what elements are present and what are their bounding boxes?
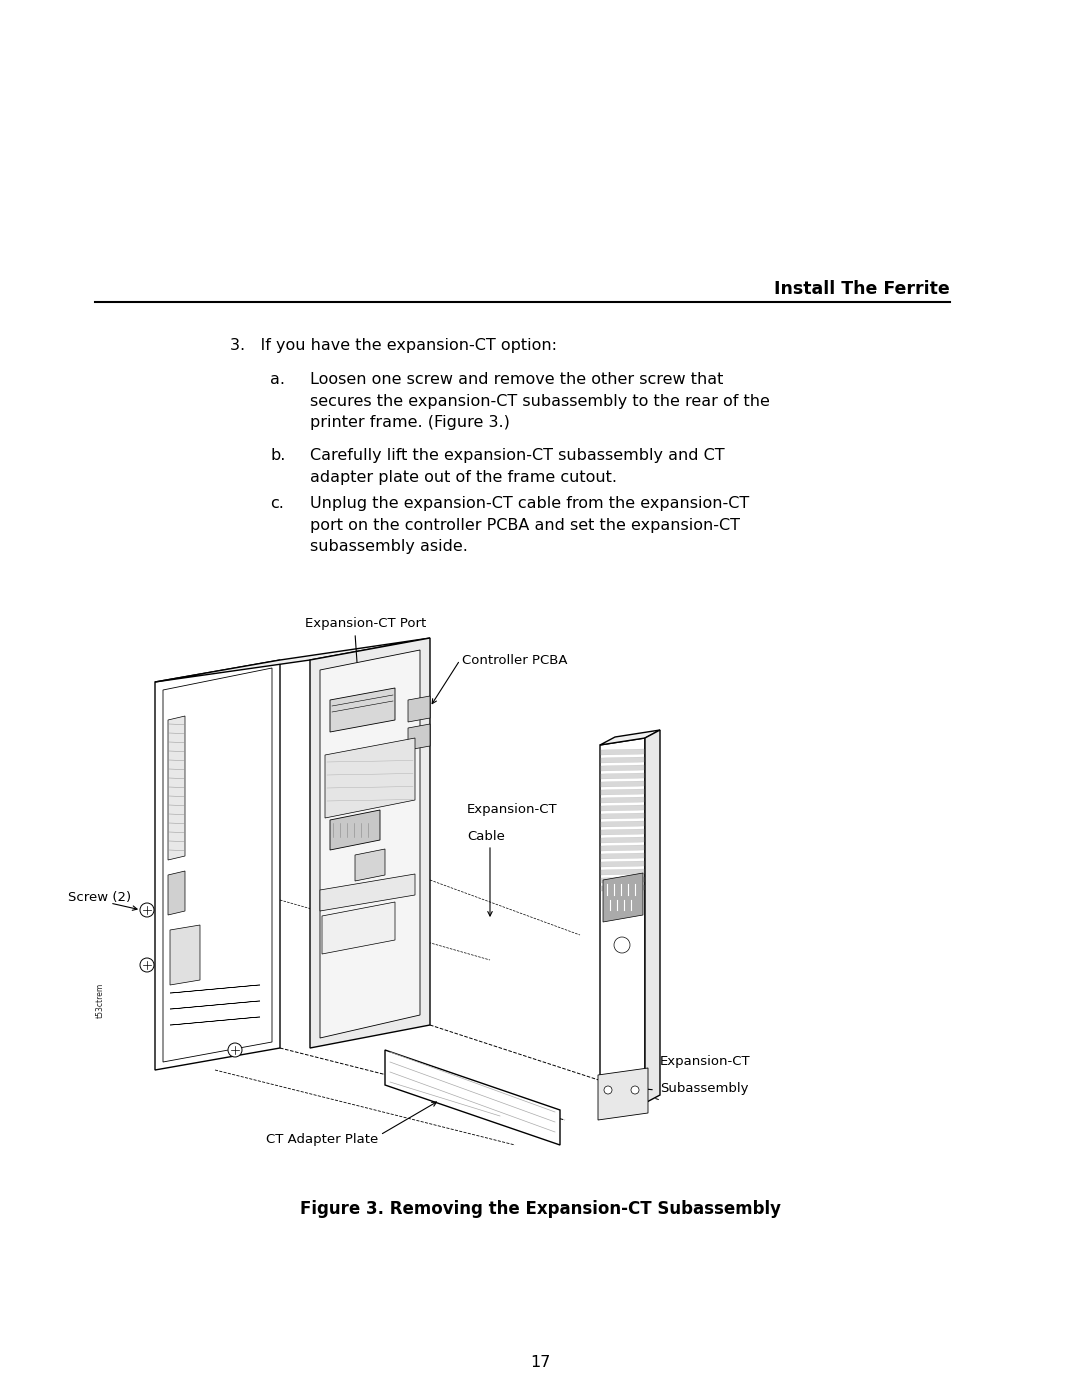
- Text: Loosen one screw and remove the other screw that
secures the expansion-CT subass: Loosen one screw and remove the other sc…: [310, 372, 770, 430]
- Polygon shape: [320, 650, 420, 1038]
- Text: Expansion-CT Port: Expansion-CT Port: [305, 617, 427, 630]
- Polygon shape: [600, 781, 644, 787]
- Polygon shape: [603, 873, 643, 922]
- Polygon shape: [600, 738, 645, 1111]
- Polygon shape: [156, 638, 430, 682]
- Text: Cable: Cable: [467, 830, 504, 842]
- Polygon shape: [600, 854, 644, 859]
- Polygon shape: [322, 902, 395, 954]
- Text: CT Adapter Plate: CT Adapter Plate: [266, 1133, 378, 1147]
- Text: Carefully lift the expansion-CT subassembly and CT
adapter plate out of the fram: Carefully lift the expansion-CT subassem…: [310, 448, 725, 485]
- Polygon shape: [600, 757, 644, 763]
- Circle shape: [631, 1085, 639, 1094]
- Polygon shape: [600, 837, 644, 842]
- Text: a.: a.: [270, 372, 285, 387]
- Text: Figure 3. Removing the Expansion-CT Subassembly: Figure 3. Removing the Expansion-CT Suba…: [299, 1200, 781, 1218]
- Circle shape: [615, 937, 630, 953]
- Polygon shape: [600, 845, 644, 851]
- Polygon shape: [355, 849, 384, 882]
- Text: c.: c.: [270, 496, 284, 511]
- Polygon shape: [600, 861, 644, 868]
- Polygon shape: [330, 687, 395, 732]
- Polygon shape: [170, 985, 260, 993]
- Polygon shape: [600, 766, 644, 771]
- Polygon shape: [170, 1002, 260, 1009]
- Polygon shape: [163, 668, 272, 1062]
- Text: Expansion-CT: Expansion-CT: [660, 1055, 751, 1067]
- Text: Screw (2): Screw (2): [68, 891, 131, 904]
- Polygon shape: [598, 1067, 648, 1120]
- Text: t53ctrem: t53ctrem: [95, 982, 105, 1017]
- Polygon shape: [600, 805, 644, 812]
- Polygon shape: [384, 1051, 561, 1146]
- Polygon shape: [408, 696, 430, 722]
- Polygon shape: [600, 813, 644, 819]
- Text: 3.   If you have the expansion-CT option:: 3. If you have the expansion-CT option:: [230, 338, 557, 353]
- Polygon shape: [600, 798, 644, 803]
- Polygon shape: [330, 810, 380, 849]
- Polygon shape: [600, 877, 644, 883]
- Text: Install The Ferrite: Install The Ferrite: [774, 279, 950, 298]
- Circle shape: [228, 1044, 242, 1058]
- Polygon shape: [310, 638, 430, 1048]
- Polygon shape: [170, 925, 200, 985]
- Polygon shape: [600, 886, 644, 891]
- Polygon shape: [320, 875, 415, 911]
- Polygon shape: [600, 749, 644, 754]
- Text: b.: b.: [270, 448, 285, 462]
- Circle shape: [604, 1085, 612, 1094]
- Polygon shape: [600, 789, 644, 795]
- Text: Controller PCBA: Controller PCBA: [462, 654, 567, 666]
- Text: Unplug the expansion-CT cable from the expansion-CT
port on the controller PCBA : Unplug the expansion-CT cable from the e…: [310, 496, 750, 555]
- Text: Expansion-CT: Expansion-CT: [467, 803, 557, 816]
- Circle shape: [140, 902, 154, 916]
- Text: Subassembly: Subassembly: [660, 1083, 748, 1095]
- Polygon shape: [168, 717, 185, 861]
- Polygon shape: [170, 1017, 260, 1025]
- Text: 17: 17: [530, 1355, 550, 1370]
- Polygon shape: [600, 731, 660, 745]
- Polygon shape: [156, 659, 280, 1070]
- Polygon shape: [325, 738, 415, 819]
- Polygon shape: [600, 821, 644, 827]
- Polygon shape: [408, 724, 430, 750]
- Circle shape: [140, 958, 154, 972]
- Polygon shape: [645, 731, 660, 1104]
- Polygon shape: [168, 870, 185, 915]
- Polygon shape: [600, 828, 644, 835]
- Polygon shape: [600, 773, 644, 780]
- Polygon shape: [600, 869, 644, 875]
